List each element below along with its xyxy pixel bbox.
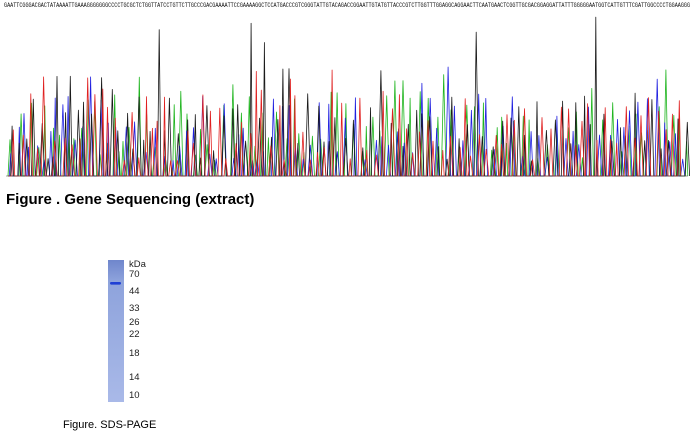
gel-lane bbox=[108, 260, 124, 402]
marker-label-10: 10 bbox=[129, 390, 140, 401]
marker-label-26: 26 bbox=[129, 317, 140, 328]
sequencing-figure-caption: Figure . Gene Sequencing (extract) bbox=[6, 191, 255, 208]
protein-band bbox=[110, 282, 121, 285]
marker-label-70: 70 bbox=[129, 269, 140, 280]
kda-unit-label: kDa bbox=[129, 259, 147, 270]
sequencing-chromatogram: GAATTCGGGACGACTATAAAATTGAAAGGGGGGGCCCCTG… bbox=[4, 2, 690, 177]
sds-page-caption: Figure. SDS-PAGE bbox=[63, 419, 157, 431]
base-call-sequence: GAATTCGGGACGACTATAAAATTGAAAGGGGGGGCCCCTG… bbox=[4, 2, 690, 9]
marker-label-33: 33 bbox=[129, 303, 140, 314]
trace-lines bbox=[7, 16, 690, 177]
marker-label-14: 14 bbox=[129, 372, 140, 383]
trace-channel-g bbox=[8, 16, 690, 177]
marker-label-18: 18 bbox=[129, 348, 140, 359]
marker-label-22: 22 bbox=[129, 329, 140, 340]
marker-label-44: 44 bbox=[129, 286, 140, 297]
